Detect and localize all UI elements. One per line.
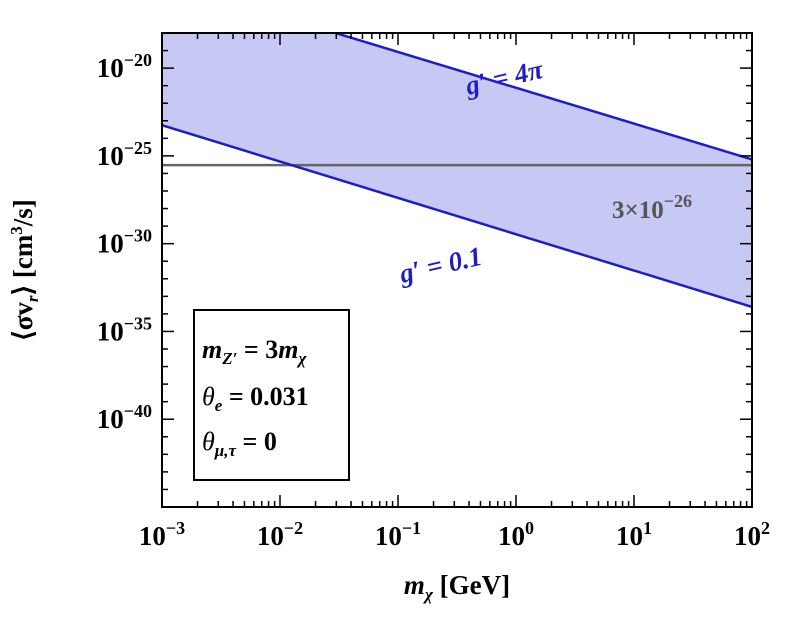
legend-line-theta-mu-tau: θμ,τ = 0 <box>202 427 277 460</box>
x-tick-label: 101 <box>616 518 652 551</box>
x-tick-label: 10−2 <box>257 518 303 551</box>
tick-labels: 10−3 10−2 10−1 100 101 102 10−20 10−25 10−30 10−3… <box>97 50 770 551</box>
y-tick-label: 10−30 <box>97 226 152 259</box>
legend-line-mass-ratio: mZ′ = 3mχ <box>202 335 307 368</box>
x-axis-title: mχ [GeV] <box>404 570 510 604</box>
y-tick-label: 10−25 <box>97 138 152 171</box>
plot-area <box>162 33 752 309</box>
y-tick-label: 10−35 <box>97 313 152 346</box>
coupling-band <box>162 33 752 307</box>
legend-box: mZ′ = 3mχ θe = 0.031 θμ,τ = 0 <box>193 309 350 481</box>
y-tick-label: 10−40 <box>97 401 152 434</box>
legend-line-theta-e: θe = 0.031 <box>202 382 309 415</box>
x-tick-label: 102 <box>734 518 770 551</box>
plot-frame <box>161 32 753 508</box>
x-tick-label: 10−3 <box>139 518 185 551</box>
reference-line-label: 3×10−26 <box>612 191 692 224</box>
y-tick-label: 10−20 <box>97 50 152 83</box>
series-line-g-4pi <box>331 33 752 161</box>
x-tick-label: 100 <box>498 518 534 551</box>
x-tick-label: 10−1 <box>375 518 421 551</box>
series-line-g-0.1 <box>162 124 752 309</box>
series-label-g-0.1: g′ = 0.1 <box>396 241 485 289</box>
y-axis-title: ⟨σvr⟩ [cm3/s] <box>7 199 42 341</box>
